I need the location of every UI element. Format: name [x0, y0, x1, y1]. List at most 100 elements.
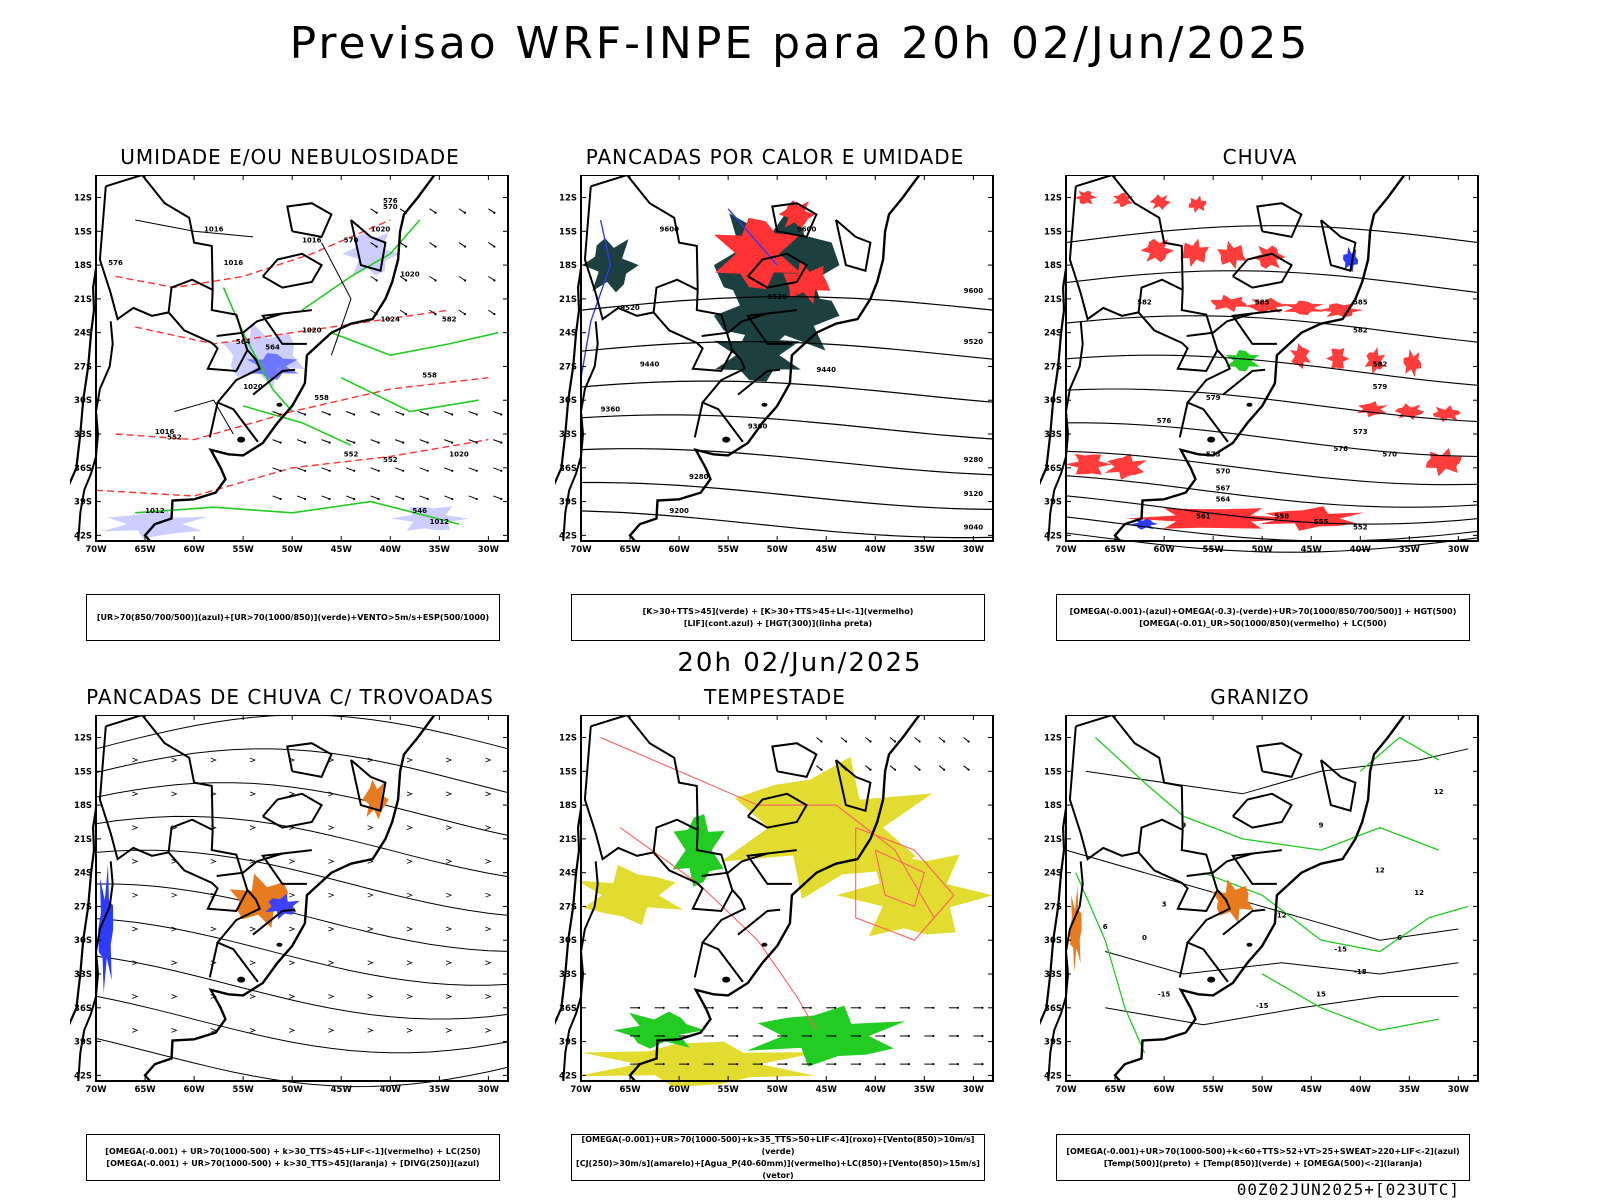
wind-vector [500, 413, 503, 416]
wind-vector [353, 497, 356, 501]
wind-vector [434, 279, 437, 282]
legend-line: [K>30+TTS>45](verde) + [K>30+TTS>45+LI<-… [642, 606, 914, 616]
wind-vector [375, 245, 378, 248]
streamline-arrow [289, 859, 296, 864]
rain-red-area [1140, 238, 1175, 263]
lon-label: 40W [1350, 545, 1372, 555]
border-line [1180, 289, 1232, 443]
coastline [555, 268, 583, 486]
wind-vector [429, 275, 436, 281]
streamline-arrow [406, 791, 413, 797]
wind-vector [377, 441, 380, 444]
border-line [167, 278, 248, 373]
lat-label: 27S [74, 362, 92, 372]
wind-vector [345, 439, 355, 444]
lat-label: 33S [559, 430, 577, 440]
legend-box: [OMEGA(-0.001)+UR>70(1000-500)+k<60+TTS>… [1056, 1134, 1470, 1181]
divergence-blue-area [98, 864, 114, 994]
hgt500-contour [1065, 354, 1479, 386]
lat-label: 27S [1044, 362, 1062, 372]
lon-label: 65W [134, 1085, 156, 1095]
legend-box: [OMEGA(-0.001)-(azul)+OMEGA(-0.3)-(verde… [1056, 594, 1470, 641]
border-line [1232, 792, 1293, 829]
rain-red-area [1282, 300, 1325, 316]
streamline-arrow [406, 1027, 413, 1033]
streamline-arrow [249, 926, 257, 932]
contour-label: 570 [383, 203, 398, 211]
contour-label: 0 [1142, 934, 1147, 942]
temp500-contour [1105, 996, 1459, 1026]
contour-label: 579 [1206, 394, 1221, 402]
streamline-arrow [328, 825, 335, 830]
jet-yellow-area [836, 854, 993, 937]
wind-vector [662, 1006, 665, 1009]
rain-red-area [1425, 447, 1462, 477]
contour-label: 573 [1353, 428, 1368, 436]
wind-vector [468, 467, 477, 472]
contour-label: 6 [1103, 923, 1108, 931]
lon-label: 35W [429, 545, 451, 555]
wind-vector [345, 467, 355, 472]
wind-vector [419, 439, 428, 444]
wind-vector [279, 441, 282, 444]
coastline [628, 175, 921, 542]
lat-label: 39S [559, 1038, 577, 1048]
lon-label: 45W [816, 1085, 838, 1095]
wind-vector [834, 1034, 837, 1038]
plot-border [580, 175, 994, 542]
contour-label: 576 [1333, 445, 1348, 453]
wind-vector [328, 497, 331, 501]
wind-vector [475, 469, 478, 472]
contour-label: 582 [1373, 360, 1388, 368]
lat-label: 15S [559, 227, 577, 237]
lon-label: 45W [1301, 545, 1323, 555]
wind-vector [272, 411, 281, 415]
map-frame: 12S 15S 18S 21S 24S 27S 30S 33S 36S 39S 42S 70W 65W 6… [70, 715, 509, 1095]
coastline [1040, 268, 1068, 486]
border-line [652, 818, 733, 913]
wind-vector [296, 495, 306, 500]
thickness-contour [115, 377, 489, 441]
border-line [98, 186, 169, 321]
contour-label: 564 [265, 344, 280, 352]
rain-red-area [1244, 297, 1288, 314]
border-line [771, 742, 818, 779]
lon-label: 60W [668, 545, 690, 555]
streamline-arrow [485, 757, 492, 763]
wind-vector [981, 1006, 984, 1009]
lat-label: 36S [1044, 464, 1062, 474]
coastline [1113, 175, 1406, 542]
wind-vector [918, 768, 921, 771]
streamline [96, 883, 509, 952]
streamline-arrow [210, 757, 217, 763]
lat-label: 36S [74, 464, 92, 474]
wind-vector [907, 1063, 910, 1066]
wind-vector [493, 279, 496, 282]
legend-box: [OMEGA(-0.001)+UR>70(1000-500)+k>35_TTS>… [571, 1134, 985, 1181]
wind-vector [444, 439, 453, 444]
streamline [95, 918, 509, 986]
lat-label: 30S [74, 396, 92, 406]
streamline-arrow [210, 1027, 217, 1033]
wind-vector [458, 275, 466, 281]
wind-vector [303, 497, 307, 501]
border-line [208, 402, 219, 438]
streamline-arrow [445, 1027, 453, 1033]
border-line [350, 219, 387, 272]
legend-line: [Temp(500)](preto) + [Temp(850)](verde) … [1103, 1158, 1423, 1168]
temp850-contour [1094, 737, 1440, 851]
wind-vector [279, 497, 282, 501]
wind-vector [686, 1006, 690, 1009]
legend-box: [OMEGA(-0.001) + UR>70(1000-500) + k>30_… [86, 1134, 500, 1181]
border-line [1222, 368, 1266, 396]
contour-label: 12 [1434, 788, 1444, 796]
lon-label: 45W [816, 545, 838, 555]
lat-label: 12S [74, 734, 92, 744]
lon-label: 35W [429, 1085, 451, 1095]
border-line [252, 908, 296, 936]
contour-label: 1016 [204, 225, 224, 233]
contour-label: 9520 [964, 338, 984, 346]
rain-red-area [1403, 349, 1422, 378]
wind-vector [272, 467, 281, 472]
border-line [695, 289, 747, 443]
